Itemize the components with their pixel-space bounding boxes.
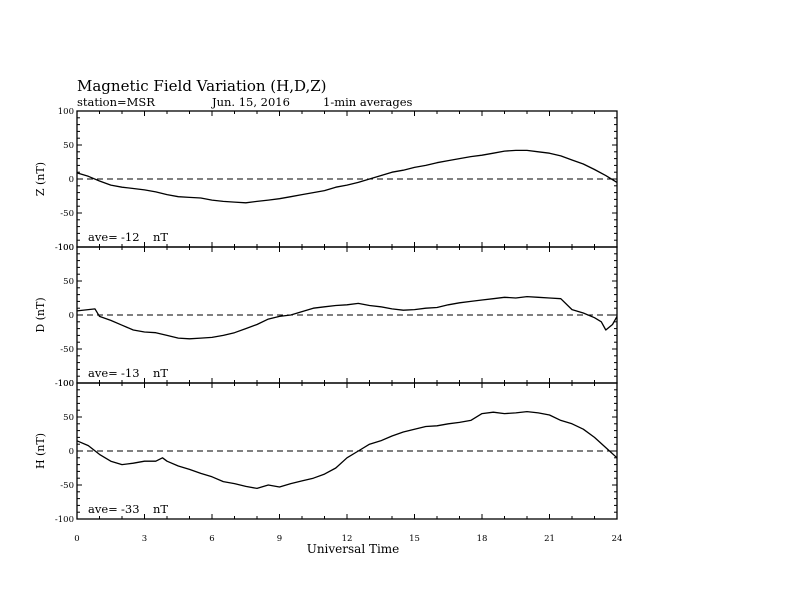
panel-d: 100 50 0 -50 -100 D (nT) ave= -13 nT xyxy=(34,243,618,389)
y-tick-label: 50 xyxy=(63,141,74,151)
ave-label: ave= xyxy=(88,230,118,244)
series-line-z xyxy=(76,149,618,204)
series-line-d xyxy=(76,295,618,340)
panel-z: 100 50 0 -50 -100 Z (nT) ave= -12 nT xyxy=(34,107,618,253)
x-tick-label: 24 xyxy=(612,534,623,544)
y-tick-label: 100 xyxy=(58,243,74,253)
y-tick-label: 50 xyxy=(63,277,74,287)
y-tick-label: 0 xyxy=(69,311,74,321)
y-tick-label: 50 xyxy=(63,413,74,423)
y-tick-label: -100 xyxy=(55,243,74,253)
y-axis-label: H (nT) xyxy=(34,433,47,469)
x-tick-label: 21 xyxy=(544,534,555,544)
x-tick-label: 15 xyxy=(409,534,420,544)
x-tick-label: 0 xyxy=(74,534,79,544)
x-tick-label: 3 xyxy=(142,534,147,544)
x-tick-label: 6 xyxy=(209,534,214,544)
station-label: station=MSR xyxy=(77,95,155,109)
y-tick-label: -50 xyxy=(60,481,74,491)
x-tick-label: 9 xyxy=(277,534,282,544)
y-tick-label: 100 xyxy=(58,379,74,389)
y-axis-label: D (nT) xyxy=(34,297,47,332)
y-tick-label: -100 xyxy=(55,515,74,525)
x-tick-label: 18 xyxy=(477,534,488,544)
ave-value: -12 xyxy=(121,230,140,244)
y-tick-label: 100 xyxy=(58,107,74,117)
date-label: Jun. 15, 2016 xyxy=(211,95,290,109)
y-tick-label: 0 xyxy=(69,447,74,457)
y-tick-label: -50 xyxy=(60,345,74,355)
ave-value: -13 xyxy=(121,366,140,380)
ave-unit: nT xyxy=(153,366,168,380)
y-axis-label: Z (nT) xyxy=(34,162,47,196)
resolution-label: 1-min averages xyxy=(323,95,413,109)
panel-h: 100 50 0 -50 -100 H (nT) ave= -33 nT xyxy=(34,379,618,525)
chart-title: Magnetic Field Variation (H,D,Z) xyxy=(77,77,327,95)
y-tick-label: -50 xyxy=(60,209,74,219)
ave-unit: nT xyxy=(153,230,168,244)
ave-label: ave= xyxy=(88,502,118,516)
ave-label: ave= xyxy=(88,366,118,380)
x-tick-label: 12 xyxy=(342,534,353,544)
y-tick-label: 0 xyxy=(69,175,74,185)
series-line-h xyxy=(76,410,618,490)
ave-value: -33 xyxy=(121,502,140,516)
y-tick-label: -100 xyxy=(55,379,74,389)
ave-unit: nT xyxy=(153,502,168,516)
x-axis-label: Universal Time xyxy=(307,542,400,556)
